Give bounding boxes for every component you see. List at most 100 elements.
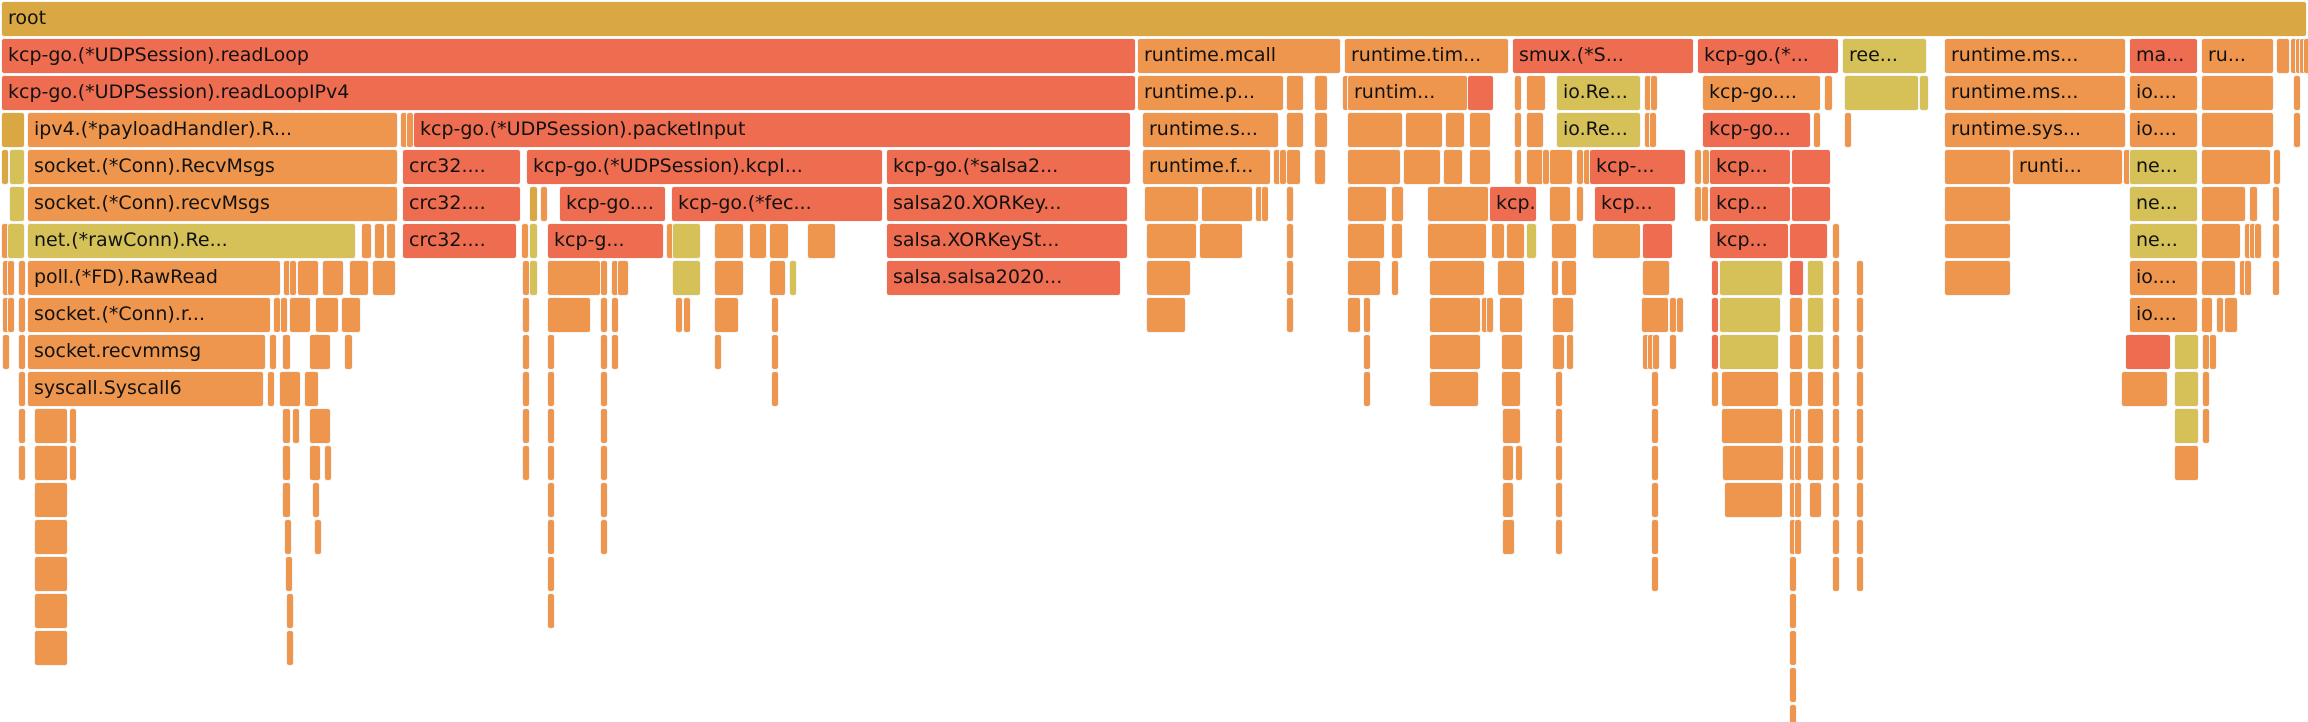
flame-frame[interactable] (1832, 445, 1840, 481)
flame-frame[interactable] (1481, 297, 1489, 333)
flame-frame[interactable] (1347, 112, 1403, 148)
flame-frame-runtime-ms[interactable]: runtime.ms... (1944, 38, 2126, 74)
flame-frame[interactable] (1314, 75, 1328, 111)
flame-frame-socket-recvmmsg[interactable]: socket.recvmmsg (27, 334, 266, 370)
flame-frame[interactable] (9, 149, 25, 185)
flame-frame[interactable] (547, 445, 555, 481)
flame-frame[interactable] (1555, 445, 1563, 481)
flame-frame[interactable] (1363, 334, 1371, 370)
flame-frame[interactable] (1279, 149, 1287, 185)
flame-frame[interactable] (529, 260, 538, 296)
flame-frame[interactable] (1809, 482, 1822, 518)
flame-frame-runtime-mcall[interactable]: runtime.mcall (1137, 38, 1341, 74)
flame-frame[interactable] (600, 334, 608, 370)
flame-frame[interactable] (1644, 112, 1652, 148)
flame-frame[interactable] (1789, 223, 1828, 259)
flame-frame[interactable] (1789, 667, 1797, 703)
flame-frame[interactable] (1555, 519, 1563, 555)
flame-frame[interactable] (1445, 112, 1465, 148)
flame-frame-ne[interactable]: ne... (2129, 223, 2198, 259)
flame-frame[interactable] (1669, 334, 1677, 370)
flame-frame[interactable] (406, 112, 414, 148)
flame-frame[interactable] (769, 260, 786, 296)
flame-frame[interactable] (282, 408, 291, 444)
flame-frame-kcp-go-udpsession-readloopipv4[interactable]: kcp-go.(*UDPSession).readLoopIPv4 (1, 75, 1136, 111)
flame-frame[interactable] (522, 408, 530, 444)
flame-frame[interactable] (1526, 112, 1544, 148)
flame-frame[interactable] (1261, 186, 1269, 222)
flame-frame[interactable] (1286, 223, 1294, 259)
flame-frame[interactable] (771, 371, 779, 407)
flame-frame-io-re[interactable]: io.Re... (1556, 112, 1641, 148)
flame-frame-kcp-go-udpsession-packetinput[interactable]: kcp-go.(*UDPSession).packetInput (413, 112, 1131, 148)
flame-frame[interactable] (2, 260, 10, 296)
flame-frame-ne[interactable]: ne... (2129, 149, 2198, 185)
flame-frame-ipv4-payloadhandler-r[interactable]: ipv4.(*payloadHandler).R... (27, 112, 398, 148)
flame-frame[interactable] (1551, 260, 1559, 296)
flame-frame[interactable] (1832, 334, 1840, 370)
flame-frame[interactable] (1856, 260, 1864, 296)
flame-frame[interactable] (1789, 704, 1797, 722)
flame-frame[interactable] (1651, 519, 1659, 555)
flame-frame[interactable] (1526, 75, 1546, 111)
flame-frame[interactable] (2249, 186, 2258, 222)
flame-frame[interactable] (2244, 260, 2252, 296)
flame-frame[interactable] (1711, 334, 1719, 370)
flame-frame[interactable] (1856, 445, 1864, 481)
flame-frame[interactable] (1502, 445, 1514, 481)
flame-frame[interactable] (1429, 260, 1485, 296)
flame-frame[interactable] (2174, 445, 2199, 481)
flame-frame[interactable] (34, 593, 68, 629)
flame-frame[interactable] (1391, 223, 1403, 259)
flame-frame[interactable] (1807, 334, 1824, 370)
flame-frame[interactable] (1486, 297, 1494, 333)
flame-frame[interactable] (7, 223, 25, 259)
flame-frame[interactable] (1549, 186, 1571, 222)
flame-frame[interactable] (1711, 371, 1719, 407)
flame-frame[interactable] (282, 482, 291, 518)
flame-frame-runtim[interactable]: runtim... (1347, 75, 1468, 111)
flame-frame-kcp[interactable]: kcp-... (1589, 149, 1686, 185)
flame-frame[interactable] (672, 223, 701, 259)
flame-frame-kcp-go[interactable]: kcp-go... (1702, 112, 1811, 148)
flame-frame[interactable] (1856, 371, 1864, 407)
flame-frame[interactable] (600, 371, 608, 407)
flame-frame[interactable] (611, 260, 619, 296)
flame-frame[interactable] (34, 445, 68, 481)
flame-frame[interactable] (1347, 223, 1385, 259)
flame-frame[interactable] (1342, 75, 1350, 111)
flame-frame[interactable] (769, 223, 789, 259)
flame-frame[interactable] (1944, 260, 2011, 296)
flame-frame[interactable] (361, 223, 372, 259)
flame-frame-kcp-go[interactable]: kcp-go.... (1702, 75, 1821, 111)
flame-frame[interactable] (18, 260, 26, 296)
flame-frame[interactable] (666, 223, 674, 259)
flame-frame[interactable] (1501, 334, 1523, 370)
flame-frame-kcp-go-salsa2[interactable]: kcp-go.(*salsa2... (886, 149, 1131, 185)
flame-frame-runtime-ms[interactable]: runtime.ms... (1944, 75, 2126, 111)
flame-frame[interactable] (1669, 297, 1677, 333)
flame-frame-net-rawconn-re[interactable]: net.(*rawConn).Re... (27, 223, 356, 259)
flame-frame-socket-conn-recvmsgs[interactable]: socket.(*Conn).RecvMsgs (27, 149, 398, 185)
flame-frame[interactable] (807, 223, 836, 259)
flame-frame-kcp-go-fec[interactable]: kcp-go.(*fec... (671, 186, 883, 222)
flame-frame[interactable] (1724, 482, 1783, 518)
flame-frame[interactable] (1832, 482, 1840, 518)
flame-frame[interactable] (1794, 408, 1802, 444)
flame-frame[interactable] (789, 260, 797, 296)
flame-frame[interactable] (34, 519, 68, 555)
flame-frame[interactable] (1719, 260, 1783, 296)
flame-frame[interactable] (1832, 408, 1840, 444)
flame-frame[interactable] (1919, 75, 1929, 111)
flame-frame[interactable] (1467, 75, 1494, 111)
flame-frame[interactable] (69, 445, 77, 481)
flame-frame[interactable] (1701, 186, 1709, 222)
flame-frame[interactable] (2293, 75, 2301, 111)
flame-frame[interactable] (315, 297, 339, 333)
flame-frame[interactable] (2201, 112, 2274, 148)
flame-frame[interactable] (2125, 334, 2171, 370)
flame-frame[interactable] (2299, 38, 2307, 74)
flame-frame[interactable] (18, 297, 26, 333)
flame-frame-socket-conn-r[interactable]: socket.(*Conn).r... (27, 297, 271, 333)
flame-frame[interactable] (547, 556, 555, 592)
